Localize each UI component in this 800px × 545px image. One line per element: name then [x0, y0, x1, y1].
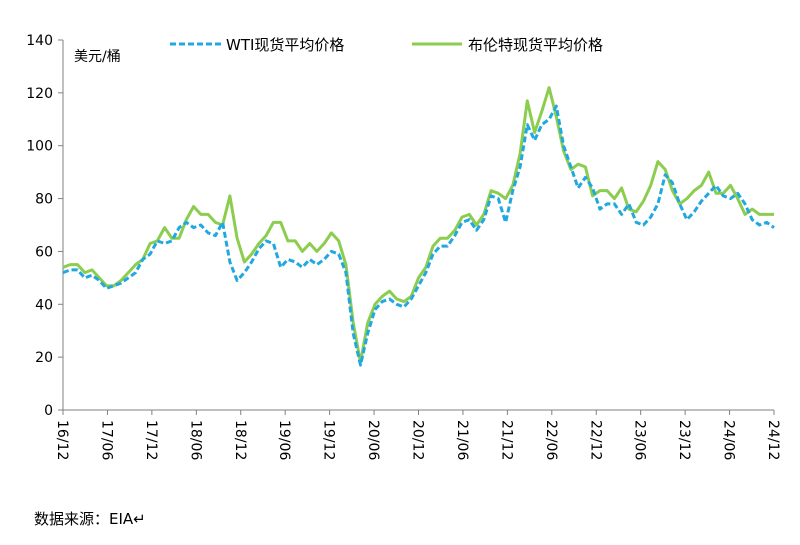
legend: WTI现货平均价格 布伦特现货平均价格	[170, 36, 603, 54]
x-tick-label: 18/06	[187, 420, 203, 460]
x-tick-label: 17/06	[98, 420, 114, 460]
y-axis-unit-label: 美元/桶	[74, 49, 121, 65]
series-lines	[62, 86, 775, 367]
x-tick-label: 17/12	[143, 420, 159, 460]
source-note: 数据来源：EIA↵	[34, 510, 146, 528]
x-tick-label: 16/12	[54, 420, 70, 460]
x-tick-label: 22/12	[587, 420, 603, 460]
legend-item-brent: 布伦特现货平均价格	[412, 36, 603, 54]
y-tick-label: 20	[35, 350, 53, 366]
y-tick-label: 80	[35, 192, 53, 208]
x-axis-ticks: 16/12 17/06 17/12 18/06 18/12 19/06 19/12 20/06…	[54, 410, 781, 460]
x-tick-label: 23/12	[676, 420, 692, 460]
y-tick-label: 140	[26, 33, 53, 49]
y-tick-label: 60	[35, 244, 53, 260]
legend-item-wti: WTI现货平均价格	[170, 36, 344, 54]
x-tick-label: 24/06	[721, 420, 737, 460]
x-tick-label: 21/06	[454, 420, 470, 460]
x-tick-label: 21/12	[498, 420, 514, 460]
x-tick-label: 23/06	[632, 420, 648, 460]
y-tick-label: 0	[44, 403, 53, 419]
legend-label: WTI现货平均价格	[226, 36, 344, 54]
y-axis-ticks: 0 20 40 60 80 100 120 140	[26, 33, 63, 419]
y-tick-label: 120	[26, 86, 53, 102]
x-tick-label: 19/12	[321, 420, 337, 460]
y-tick-label: 40	[35, 297, 53, 313]
series-line-brent	[62, 86, 774, 364]
axes	[62, 40, 774, 411]
x-tick-label: 18/12	[232, 420, 248, 460]
x-tick-label: 19/06	[276, 420, 292, 460]
x-tick-label: 20/06	[365, 420, 381, 460]
x-tick-label: 20/12	[410, 420, 426, 460]
x-tick-label: 22/06	[543, 420, 559, 460]
x-tick-label: 24/12	[765, 420, 781, 460]
legend-label: 布伦特现货平均价格	[468, 36, 603, 54]
y-tick-label: 100	[26, 139, 53, 155]
series-line-wti	[62, 104, 775, 367]
